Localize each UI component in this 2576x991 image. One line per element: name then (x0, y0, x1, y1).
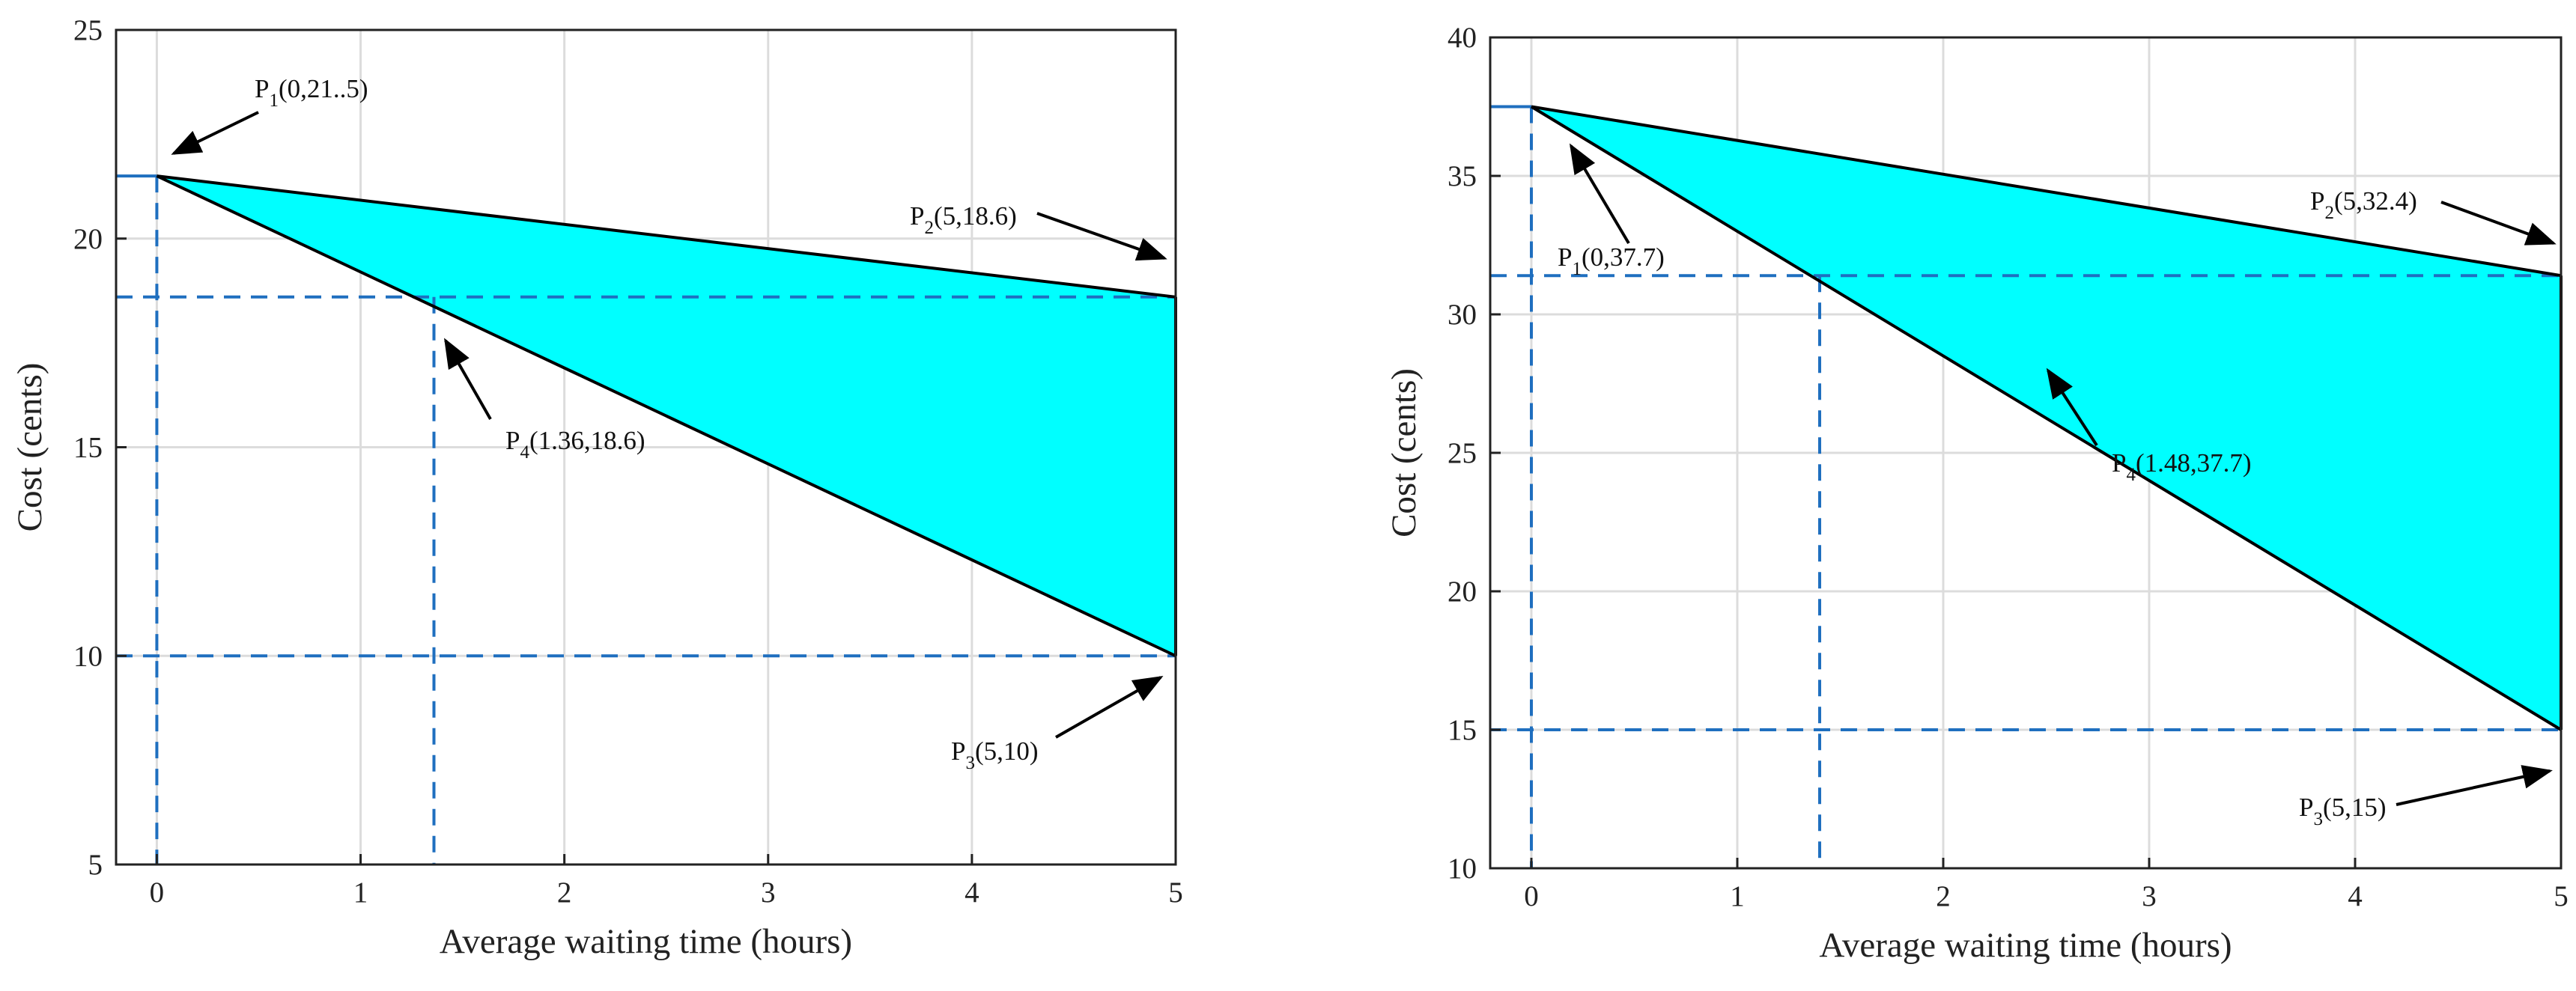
x-tick-label: 3 (2142, 880, 2157, 912)
point-p2-label: P2(5,32.4) (2310, 186, 2417, 223)
x-tick-label: 0 (150, 876, 165, 909)
x-tick-label: 5 (2554, 880, 2569, 912)
series-line-upper-bound (1531, 105, 2562, 278)
y-tick-label: 25 (1448, 437, 1477, 469)
left-chart-panel: 0 1 2 3 4 5 5 10 15 20 25 Average waiting time (hou… (10, 14, 1183, 961)
point-p1-label: P1(0,21..5) (255, 74, 368, 111)
point-p4-label: P4(1.48,37.7) (2112, 448, 2252, 485)
x-tick-label: 1 (1730, 880, 1745, 912)
x-tick-label: 1 (353, 876, 368, 909)
point-p4-arrow (444, 338, 492, 420)
series-line-upper-bound (157, 174, 1176, 299)
point-p2-arrow (1036, 212, 1167, 261)
y-tick-label: 20 (73, 223, 103, 255)
x-tick-label: 0 (1524, 880, 1539, 912)
x-tick-label: 3 (761, 876, 776, 909)
y-tick-label: 40 (1448, 22, 1477, 54)
point-p3-label: P3(5,10) (951, 737, 1039, 773)
point-p3-label: P3(5,15) (2299, 793, 2387, 829)
y-tick-label: 35 (1448, 160, 1477, 192)
x-tick-label: 4 (2348, 880, 2363, 912)
x-tick-label: 2 (557, 876, 572, 909)
point-p2-arrow (2440, 201, 2557, 246)
x-tick-label: 2 (1936, 880, 1951, 912)
series-line-lower-bound (1530, 105, 2563, 731)
x-tick-label: 5 (1168, 876, 1183, 909)
y-tick-label: 5 (88, 849, 103, 881)
point-p1-arrow (1569, 143, 1630, 245)
point-p1-label: P1(0,37.7) (1558, 243, 1665, 279)
y-tick-label: 25 (73, 14, 103, 46)
series-line-lower-bound (156, 174, 1176, 658)
right-chart-panel: 0 1 2 3 4 5 10 15 20 25 30 35 40 Average waiting time… (1288, 0, 2576, 991)
x-tick-label: 4 (965, 876, 979, 909)
y-axis-label: Cost (cents) (10, 363, 49, 532)
point-p1-arrow (171, 111, 259, 155)
x-axis-label: Average waiting time (hours) (440, 922, 852, 961)
y-tick-label: 15 (73, 432, 103, 464)
y-tick-label: 10 (1448, 853, 1477, 885)
y-axis-label: Cost (cents) (1385, 368, 1424, 537)
point-p4-label: P4(1.36,18.6) (505, 426, 645, 463)
left-cost-chart: 0 1 2 3 4 5 5 10 15 20 25 Average waiting time (hou… (10, 14, 1183, 961)
y-tick-label: 20 (1448, 576, 1477, 608)
y-tick-label: 10 (73, 640, 103, 672)
point-p4-arrow (2046, 368, 2098, 447)
right-cost-chart: 0 1 2 3 4 5 10 15 20 25 30 35 40 Average waiting time… (1385, 22, 2569, 965)
point-p3-arrow (1055, 676, 1164, 739)
y-tick-label: 15 (1448, 714, 1477, 746)
y-tick-label: 30 (1448, 299, 1477, 331)
point-p3-arrow (2396, 765, 2553, 806)
x-axis-label: Average waiting time (hours) (1819, 926, 2232, 965)
point-p2-label: P2(5,18.6) (910, 201, 1017, 238)
